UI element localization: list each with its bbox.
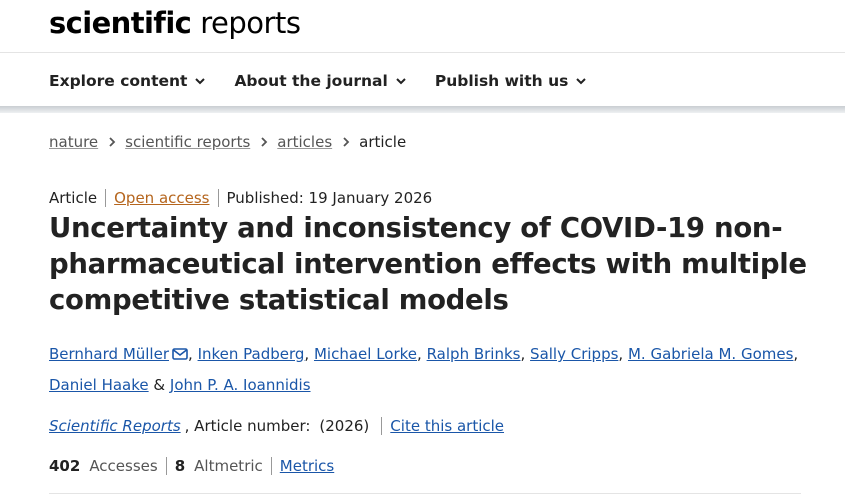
journal-link[interactable]: Scientific Reports [49,417,181,435]
chevron-down-icon [576,78,587,85]
logo-scientific: scientific [49,6,192,40]
breadcrumb: nature scientific reports articles artic… [49,133,406,151]
citation-line: Scientific Reports , Article number: (20… [49,417,504,435]
meta-divider [217,189,219,207]
article-number-label: , Article number: [184,417,311,435]
nav-item-label: About the journal [234,72,388,90]
author-link[interactable]: Michael Lorke [313,345,418,363]
breadcrumb-articles[interactable]: articles [277,133,333,151]
author-separator: , [188,345,193,363]
author-link[interactable]: John P. A. Ioannidis [169,376,311,394]
nav-about-journal[interactable]: About the journal [234,72,407,90]
open-access-link[interactable]: Open access [114,189,210,207]
email-icon[interactable] [172,348,188,360]
nav-publish-with-us[interactable]: Publish with us [435,72,589,90]
breadcrumb-scientific-reports[interactable]: scientific reports [125,133,251,151]
site-logo[interactable]: scientific reports [49,6,301,42]
citation-divider [381,417,383,435]
author-link[interactable]: Daniel Haake [49,376,149,394]
breadcrumb-nature[interactable]: nature [49,133,99,151]
article-meta: Article Open access Published: 19 Januar… [49,189,432,207]
author-link[interactable]: Bernhard Müller [49,345,169,363]
author-separator: , [417,345,422,363]
metrics-link[interactable]: Metrics [279,457,335,475]
article-metrics: 402 Accesses 8 Altmetric Metrics [49,457,334,475]
article-type: Article [49,189,98,207]
header-divider [0,52,845,53]
metrics-divider [270,457,272,475]
chevron-right-icon [343,137,350,147]
author-link[interactable]: Inken Padberg [197,345,305,363]
main-nav: Explore content About the journal Publis… [49,70,615,92]
accesses-label: Accesses [89,457,158,475]
author-link[interactable]: Sally Cripps [530,345,619,363]
author-and: & [153,376,166,394]
chevron-right-icon [261,137,268,147]
author-separator: , [520,345,526,363]
chevron-down-icon [195,78,206,85]
nav-item-label: Explore content [49,72,188,90]
nav-explore-content[interactable]: Explore content [49,72,207,90]
author-separator: , [793,345,799,363]
chevron-down-icon [396,78,406,85]
author-link[interactable]: Ralph Brinks [426,345,521,363]
author-separator: , [618,345,624,363]
chevron-right-icon [109,137,116,147]
altmetric-count: 8 [174,457,186,475]
logo-reports: reports [200,6,301,40]
accesses-count: 402 [49,457,81,475]
altmetric-label: Altmetric [194,457,263,475]
nav-item-label: Publish with us [434,72,569,90]
cite-this-article-link[interactable]: Cite this article [390,417,505,435]
breadcrumb-current: article [359,133,407,151]
article-year: (2026) [319,417,370,435]
author-list: Bernhard Müller, Inken Padberg, Michael … [49,339,809,401]
published-date: Published: 19 January 2026 [226,189,433,207]
section-divider [49,493,801,494]
meta-divider [105,189,107,207]
author-separator: , [304,345,310,363]
metrics-divider [165,457,167,475]
author-link[interactable]: M. Gabriela M. Gomes [627,345,794,363]
nav-bottom-border [0,106,845,113]
article-title: Uncertainty and inconsistency of COVID-1… [49,212,807,316]
